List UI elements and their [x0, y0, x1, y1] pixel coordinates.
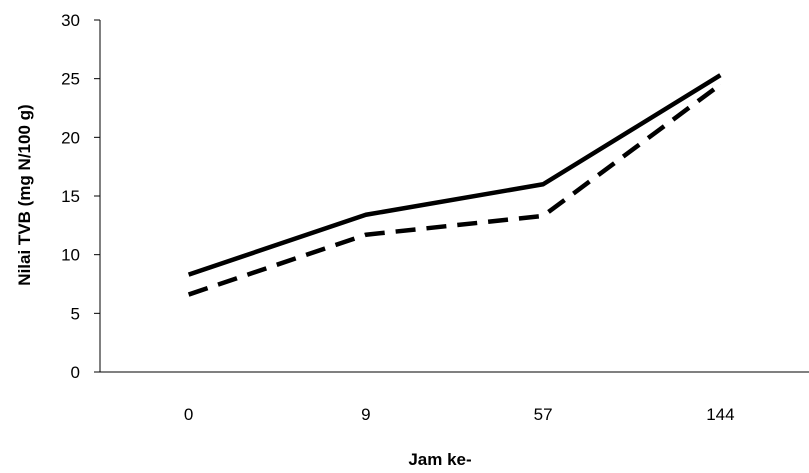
- y-tick-label: 15: [61, 187, 80, 206]
- x-tick-label: 57: [534, 405, 553, 424]
- series-lines: [187, 73, 722, 297]
- x-axis: 0 9 57 144: [100, 371, 809, 424]
- series-line-solid: [187, 73, 722, 277]
- x-tick-label: 0: [184, 405, 193, 424]
- y-tick-label: 0: [71, 363, 80, 382]
- series-line-dashed: [187, 82, 722, 297]
- y-tick-label: 25: [61, 70, 80, 89]
- y-tick-label: 10: [61, 246, 80, 265]
- x-tick-label: 144: [706, 405, 734, 424]
- x-tick-label: 9: [361, 405, 370, 424]
- y-axis-title: Nilai TVB (mg N/100 g): [15, 104, 34, 285]
- y-tick-label: 30: [61, 11, 80, 30]
- y-axis: 0 5 10 15 20 25 30: [61, 11, 101, 382]
- y-tick-label: 20: [61, 128, 80, 147]
- x-axis-title: Jam ke-: [408, 450, 471, 469]
- y-tick-label: 5: [71, 304, 80, 323]
